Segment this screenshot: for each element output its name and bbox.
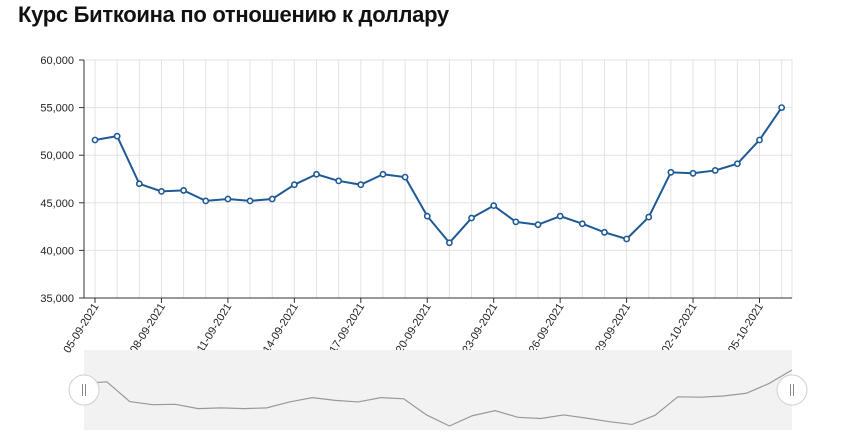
data-point: [113, 132, 121, 140]
data-point: [401, 173, 409, 181]
x-tick-label: 26-09-2021: [527, 301, 567, 355]
data-point: [224, 195, 232, 203]
x-tick-label: 29-09-2021: [593, 301, 633, 355]
series-line: [94, 107, 783, 244]
x-tick-label: 14-09-2021: [261, 301, 301, 355]
data-point: [756, 136, 763, 144]
axes: [83, 60, 792, 299]
data-point: [445, 239, 453, 247]
data-point: [512, 218, 520, 226]
x-tick-label: 20-09-2021: [394, 301, 434, 355]
data-point: [202, 197, 210, 205]
x-tick-label: 08-09-2021: [128, 301, 168, 355]
x-tick-label: 05-09-2021: [62, 301, 102, 355]
chart-title: Курс Биткоина по отношению к доллару: [18, 2, 449, 27]
x-tick-label: 05-10-2021: [726, 301, 766, 355]
data-point: [490, 202, 498, 210]
navigator-background: [84, 350, 792, 430]
navigator-right-handle[interactable]: [776, 374, 808, 406]
data-point: [534, 221, 542, 229]
data-point: [158, 187, 165, 195]
data-point: [379, 170, 387, 178]
data-point: [601, 228, 608, 236]
x-tick-label: 17-09-2021: [327, 301, 367, 355]
data-point: [135, 180, 143, 188]
y-tick-label: 55,000: [40, 103, 74, 115]
range-navigator[interactable]: [68, 350, 808, 430]
data-point: [335, 177, 343, 185]
data-point: [733, 160, 741, 168]
data-point: [357, 181, 365, 189]
handle-knob[interactable]: [776, 374, 808, 406]
data-point: [689, 169, 697, 177]
y-axis-ticks: 35,000 40,000 45,000 50,000 55,000 60,000: [40, 55, 84, 305]
y-tick-label: 45,000: [40, 198, 74, 210]
data-point: [268, 195, 276, 203]
data-point: [623, 235, 630, 243]
navigator-series-line: [83, 369, 793, 427]
navigator-left-handle[interactable]: [68, 374, 100, 406]
data-point: [91, 136, 99, 144]
data-point: [556, 212, 564, 220]
y-tick-label: 35,000: [40, 293, 74, 305]
data-point: [313, 170, 320, 178]
handle-knob[interactable]: [68, 374, 100, 406]
data-point: [290, 181, 298, 189]
y-tick-label: 40,000: [40, 245, 74, 257]
data-point: [778, 104, 786, 111]
y-tick-label: 60,000: [40, 55, 74, 67]
data-point: [578, 220, 586, 228]
x-tick-label: 23-09-2021: [460, 301, 500, 355]
data-point: [667, 168, 675, 176]
data-point: [180, 187, 187, 194]
x-tick-label: 02-10-2021: [660, 301, 700, 355]
data-point: [645, 213, 653, 221]
grid: [84, 59, 793, 299]
series-bitcoin: [91, 104, 786, 247]
x-axis-ticks: 05-09-2021 08-09-2021 11-09-2021 14-09-2021…: [62, 298, 766, 355]
data-point: [423, 212, 431, 220]
data-point: [711, 167, 719, 174]
data-point: [468, 214, 475, 222]
y-tick-label: 50,000: [40, 150, 74, 162]
x-tick-label: 11-09-2021: [195, 301, 235, 354]
data-point: [246, 197, 254, 205]
